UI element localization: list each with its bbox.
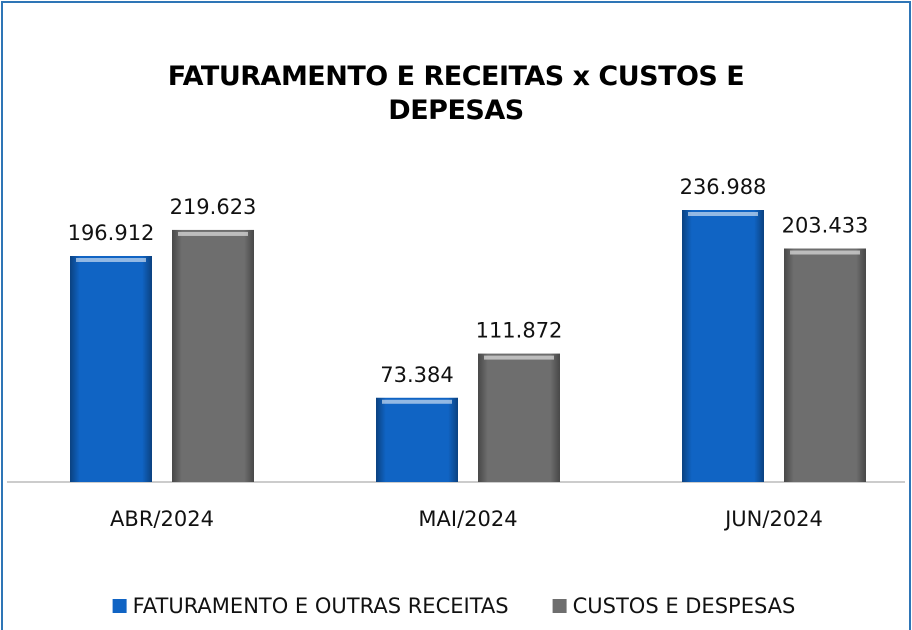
legend-label: FATURAMENTO E OUTRAS RECEITAS	[133, 594, 509, 618]
value-label: 236.988	[680, 175, 767, 199]
bar-highlight	[790, 250, 860, 255]
bar-shade	[682, 210, 764, 482]
value-label: 196.912	[68, 221, 155, 245]
legend-swatch	[552, 599, 567, 613]
bar-shade	[70, 255, 152, 482]
value-label: 219.623	[170, 195, 257, 219]
chart-title: FATURAMENTO E RECEITAS x CUSTOS E DEPESA…	[167, 61, 745, 126]
bar-highlight	[484, 355, 554, 360]
value-label: 111.872	[476, 319, 563, 343]
bar-shade	[172, 229, 254, 482]
bar-highlight	[178, 231, 248, 236]
bar-highlight	[382, 399, 452, 404]
bar-highlight	[76, 257, 146, 262]
legend-label: CUSTOS E DESPESAS	[573, 594, 796, 618]
bar-highlight	[688, 212, 758, 216]
x-tick-label: JUN/2024	[723, 507, 823, 531]
legend-swatch	[112, 599, 127, 613]
x-tick-label: ABR/2024	[110, 507, 214, 531]
x-tick-label: MAI/2024	[418, 507, 517, 531]
value-label: 203.433	[782, 214, 869, 238]
bar-shade	[478, 353, 560, 482]
bar-shade	[376, 397, 458, 482]
bar-shade	[784, 248, 866, 482]
value-label: 73.384	[380, 363, 453, 387]
